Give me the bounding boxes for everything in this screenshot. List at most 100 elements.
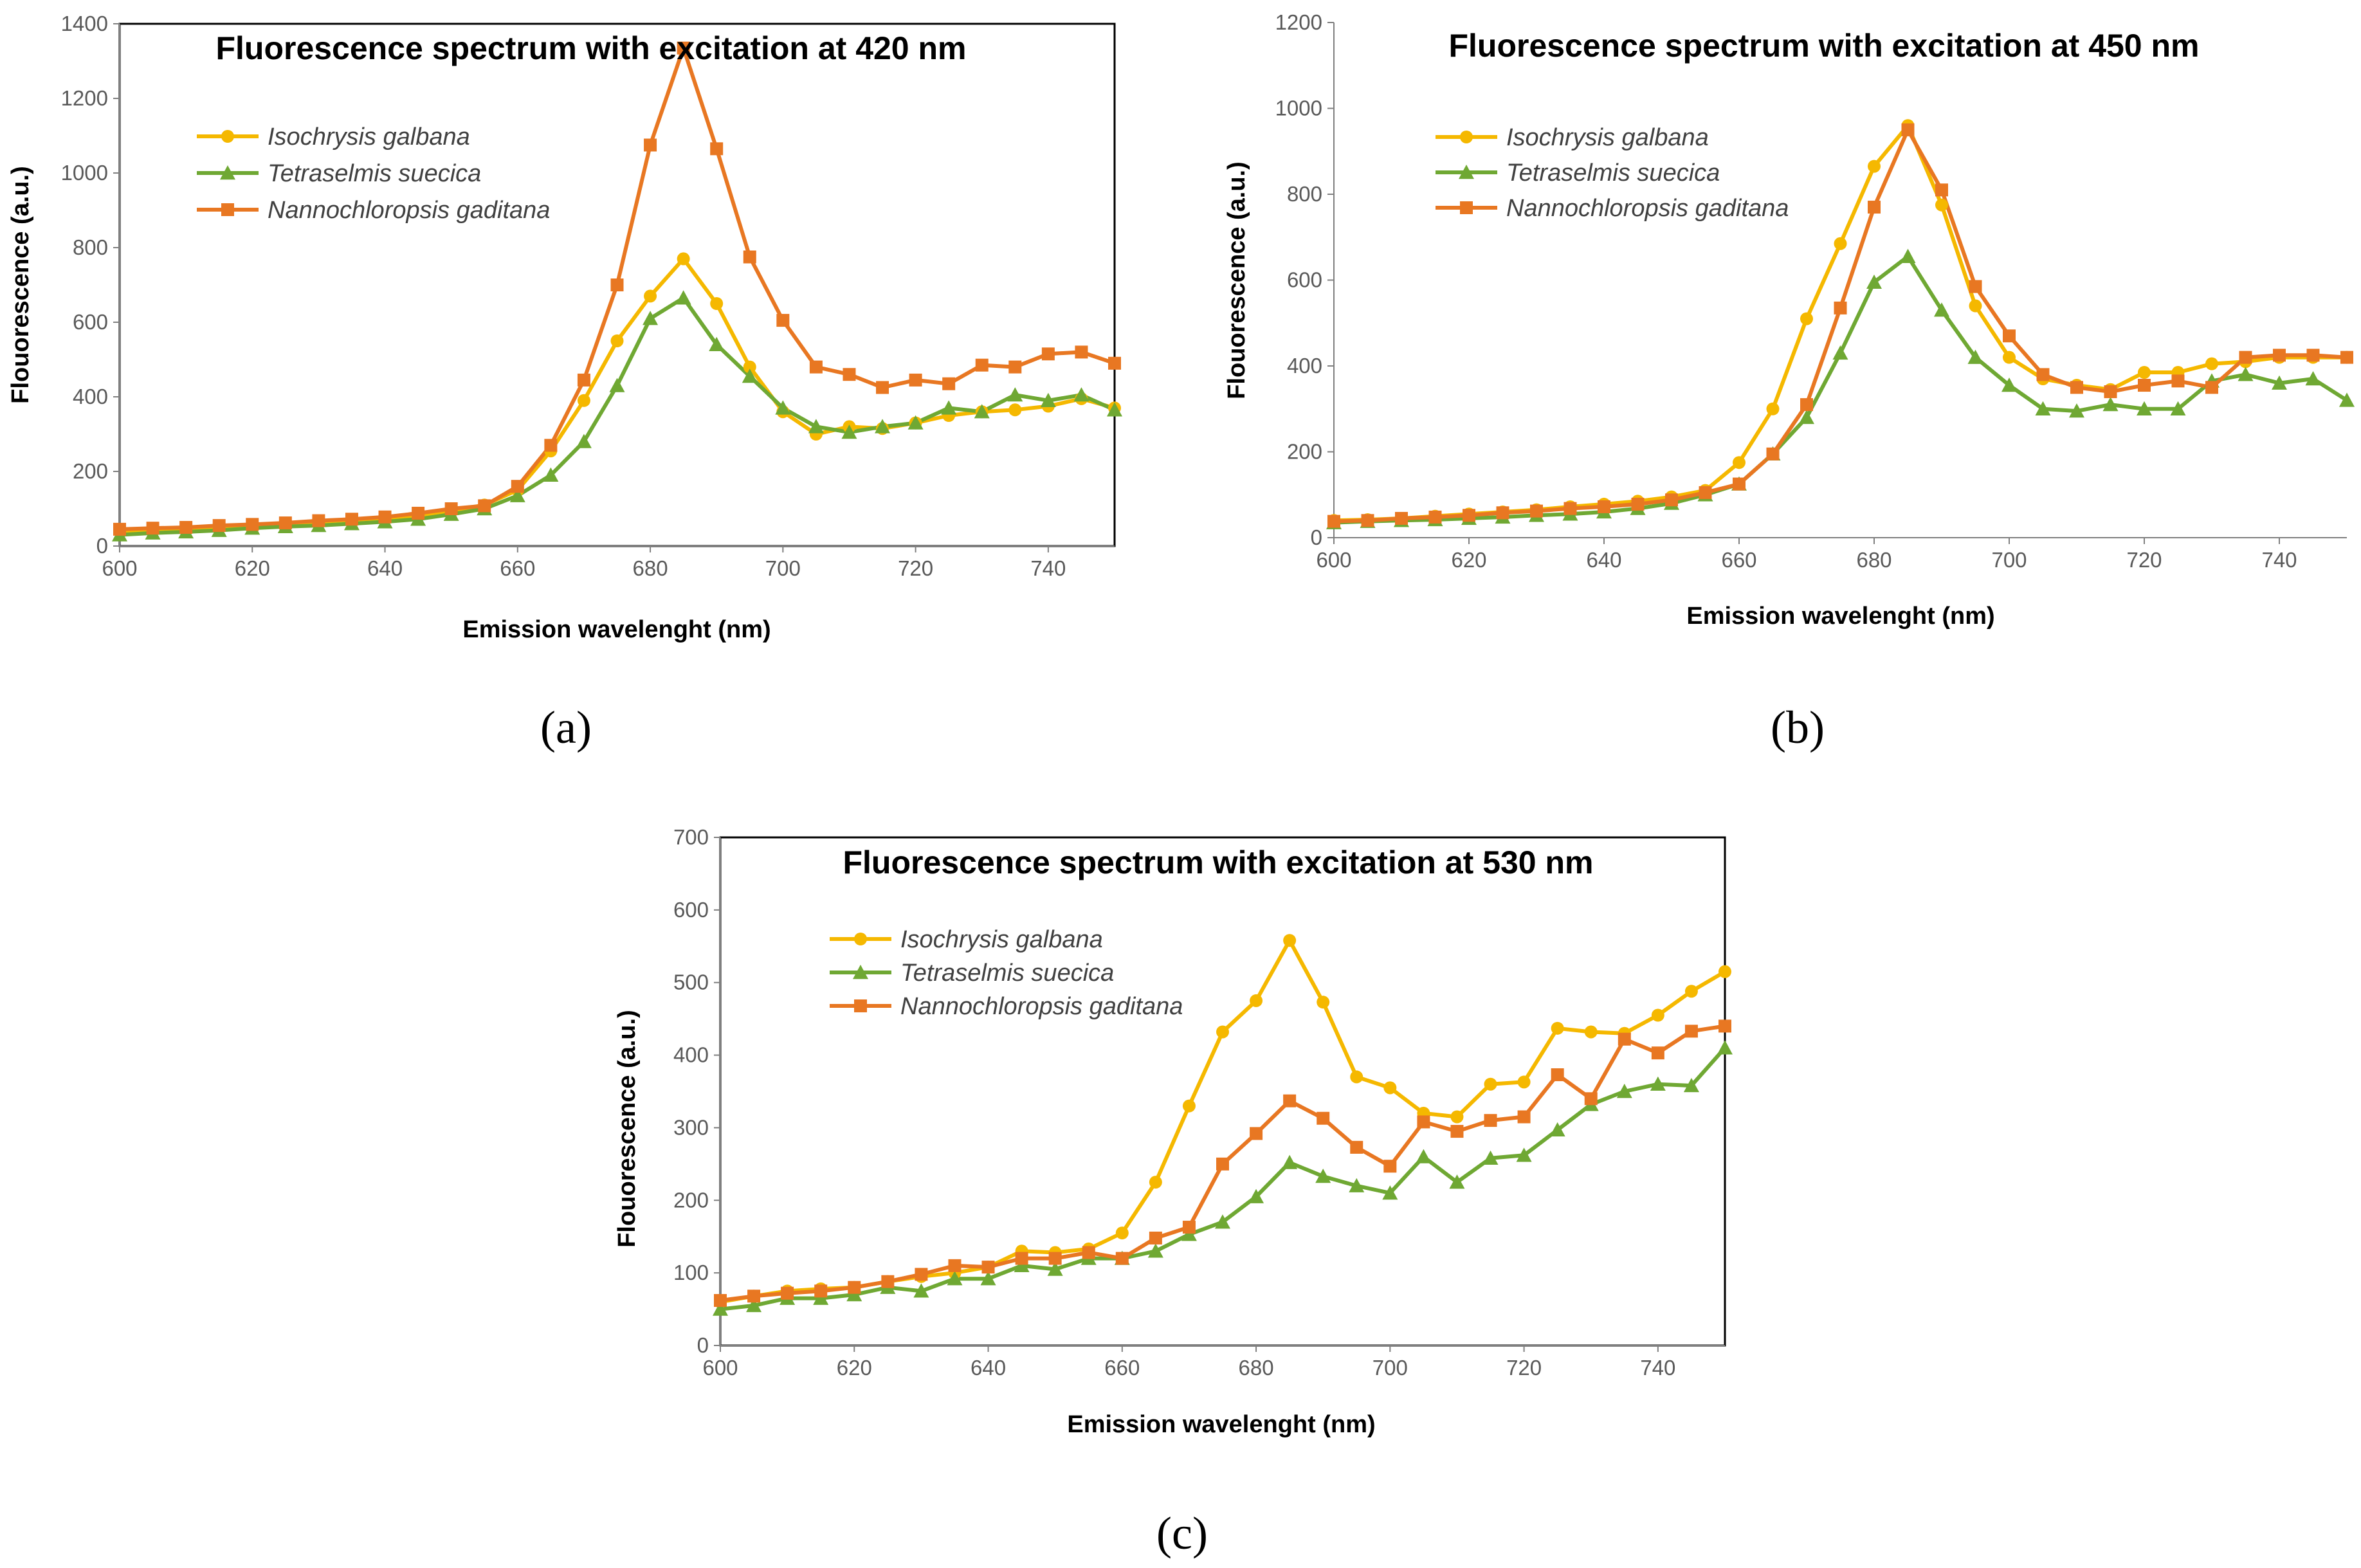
data-point bbox=[1934, 302, 1949, 317]
data-point bbox=[942, 377, 956, 390]
data-point bbox=[941, 400, 957, 415]
data-point bbox=[1463, 509, 1475, 522]
data-point bbox=[2239, 351, 2252, 364]
data-point bbox=[1382, 1185, 1398, 1200]
y-tick-label: 800 bbox=[1287, 182, 1322, 206]
data-point bbox=[1935, 198, 1948, 212]
data-point bbox=[511, 480, 524, 493]
data-point bbox=[947, 1271, 963, 1286]
data-point bbox=[1248, 1189, 1264, 1203]
data-point bbox=[1149, 1231, 1162, 1244]
data-point bbox=[981, 1261, 995, 1274]
data-point bbox=[1563, 502, 1577, 515]
data-point bbox=[808, 419, 824, 433]
data-point bbox=[1417, 1115, 1430, 1129]
data-point bbox=[742, 369, 758, 383]
x-axis-title: Emission wavelenght (nm) bbox=[1067, 1411, 1375, 1438]
data-point bbox=[1900, 248, 1916, 263]
data-point bbox=[1651, 1008, 1664, 1022]
data-point bbox=[1631, 497, 1645, 511]
data-point bbox=[577, 373, 590, 387]
data-point bbox=[1216, 1157, 1229, 1171]
data-point bbox=[747, 1290, 761, 1303]
y-tick-label: 700 bbox=[673, 825, 709, 849]
data-point bbox=[1082, 1246, 1095, 1259]
y-tick-label: 0 bbox=[1311, 525, 1322, 549]
data-point bbox=[1482, 1150, 1499, 1165]
x-tick-label: 660 bbox=[1104, 1356, 1140, 1380]
data-point bbox=[1282, 1154, 1298, 1169]
x-tick-label: 640 bbox=[971, 1356, 1006, 1380]
chart-title: Fluorescence spectrum with excitation at… bbox=[1448, 28, 2199, 64]
y-tick-label: 1000 bbox=[1275, 96, 1322, 120]
data-point bbox=[1516, 1147, 1532, 1162]
x-tick-label: 740 bbox=[2261, 548, 2297, 572]
data-point bbox=[1048, 1252, 1062, 1265]
data-point bbox=[713, 1301, 728, 1316]
legend-marker bbox=[1460, 131, 1473, 143]
x-tick-label: 700 bbox=[1991, 548, 2027, 572]
data-point bbox=[1650, 1076, 1666, 1091]
data-point bbox=[212, 519, 226, 533]
data-point bbox=[2104, 385, 2117, 399]
legend-marker bbox=[854, 933, 867, 945]
y-tick-label: 600 bbox=[73, 310, 108, 334]
legend-marker bbox=[221, 203, 234, 216]
data-point bbox=[2339, 392, 2355, 407]
data-point bbox=[1699, 486, 1712, 499]
data-point bbox=[1549, 1122, 1565, 1137]
y-tick-label: 1400 bbox=[61, 12, 108, 35]
data-point bbox=[1766, 447, 1780, 460]
y-tick-label: 400 bbox=[73, 385, 108, 408]
data-point bbox=[2069, 403, 2084, 418]
data-point bbox=[2272, 375, 2287, 390]
data-point bbox=[1350, 1070, 1363, 1084]
data-point bbox=[2273, 349, 2286, 362]
data-point bbox=[848, 1281, 861, 1294]
data-point bbox=[1007, 387, 1023, 402]
data-point bbox=[478, 499, 491, 513]
legend-label: Tetraselmis suecica bbox=[268, 160, 481, 187]
data-point bbox=[1107, 402, 1122, 417]
data-point bbox=[776, 314, 790, 327]
data-point bbox=[775, 400, 791, 415]
legend-marker bbox=[853, 965, 868, 980]
data-point bbox=[576, 433, 592, 448]
data-point bbox=[644, 289, 657, 303]
chart-panel-b: 600 620 640 660 680 700 720 740 0 200 400 600 800 100… bbox=[1223, 10, 2355, 753]
data-point bbox=[2205, 381, 2218, 394]
chart-panel-a: 600 620 640 660 680 700 720 740 0 200 400 600 800 100… bbox=[7, 12, 1122, 753]
x-tick-label: 700 bbox=[765, 556, 801, 580]
data-point bbox=[2238, 367, 2254, 381]
data-point bbox=[710, 297, 724, 310]
data-point bbox=[980, 1271, 996, 1286]
data-point bbox=[1799, 410, 1814, 424]
data-point bbox=[876, 381, 889, 394]
data-point bbox=[2171, 374, 2185, 388]
y-tick-label: 100 bbox=[673, 1261, 709, 1284]
y-tick-label: 500 bbox=[673, 971, 709, 994]
data-point bbox=[1115, 1252, 1129, 1265]
data-point bbox=[781, 1286, 794, 1300]
data-point bbox=[509, 488, 525, 502]
data-point bbox=[743, 360, 756, 374]
data-point bbox=[1967, 349, 1983, 364]
chart-panel-c: 600 620 640 660 680 700 720 740 0 100 200 300 400 500… bbox=[614, 825, 1733, 1559]
data-point bbox=[1551, 1021, 1564, 1035]
x-tick-label: 600 bbox=[702, 1356, 738, 1380]
data-point bbox=[543, 467, 559, 482]
data-point bbox=[1350, 1140, 1363, 1154]
data-point bbox=[544, 439, 558, 452]
x-tick-label: 620 bbox=[837, 1356, 872, 1380]
data-point bbox=[1108, 356, 1121, 370]
x-tick-label: 740 bbox=[1640, 1356, 1675, 1380]
x-tick-label: 660 bbox=[1721, 548, 1756, 572]
data-point bbox=[610, 334, 624, 347]
data-point bbox=[1866, 274, 1882, 289]
data-point bbox=[1665, 493, 1678, 507]
data-point bbox=[846, 1287, 862, 1302]
data-point bbox=[743, 250, 756, 264]
data-point bbox=[1182, 1099, 1196, 1113]
data-point bbox=[1014, 1257, 1030, 1273]
